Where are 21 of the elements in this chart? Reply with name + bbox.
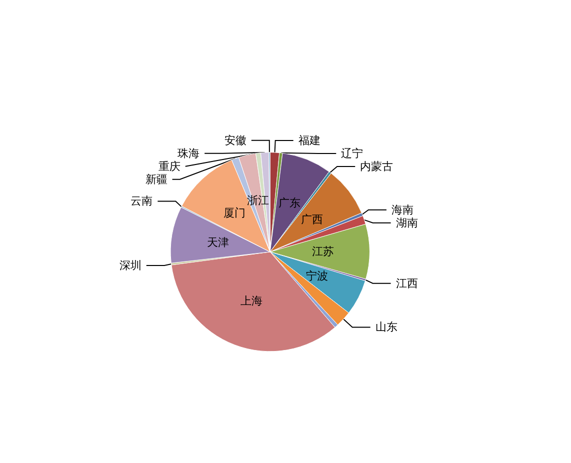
slice-label: 辽宁 bbox=[341, 146, 364, 160]
slice-label: 深圳 bbox=[119, 259, 142, 272]
slice-label: 天津 bbox=[207, 236, 230, 250]
slice-label: 新疆 bbox=[145, 172, 168, 186]
slice-label: 宁波 bbox=[306, 270, 328, 283]
slice-label: 珠海 bbox=[178, 146, 200, 160]
slice-label: 云南 bbox=[130, 194, 153, 208]
slice-label: 福建 bbox=[298, 134, 320, 147]
slice-label: 厦门 bbox=[223, 206, 246, 220]
slice-label: 内蒙古 bbox=[360, 160, 394, 173]
slice-label: 海南 bbox=[391, 203, 414, 216]
slice-label: 江西 bbox=[396, 276, 418, 290]
slice-label: 广东 bbox=[278, 196, 301, 210]
slice-label: 上海 bbox=[240, 294, 262, 308]
slice-label: 广西 bbox=[300, 213, 323, 226]
slice-label: 重庆 bbox=[158, 160, 180, 173]
slice-label: 湖南 bbox=[396, 216, 418, 230]
slice-label: 浙江 bbox=[246, 194, 269, 208]
slice-label: 安徽 bbox=[224, 134, 246, 147]
slice-label: 江苏 bbox=[312, 245, 334, 258]
slice-label: 山东 bbox=[375, 320, 398, 334]
